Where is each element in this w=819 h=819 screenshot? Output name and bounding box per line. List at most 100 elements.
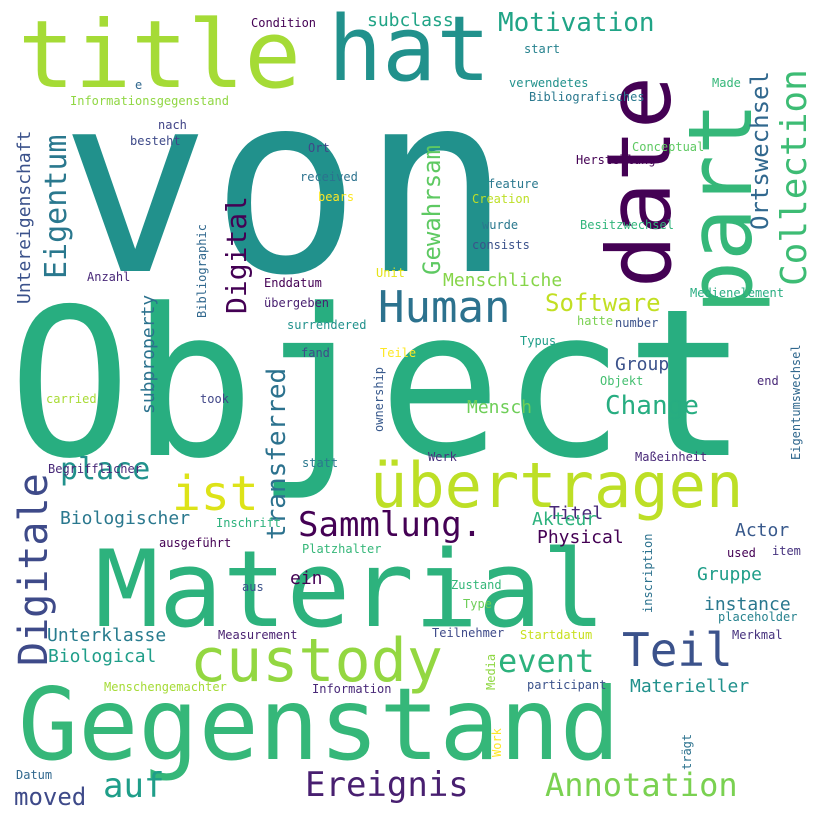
word: Annotation <box>545 766 738 804</box>
word: consists <box>472 238 530 252</box>
word: Anzahl <box>87 270 131 284</box>
word: title <box>18 1 301 110</box>
word: placeholder <box>718 610 798 624</box>
word: Measurement <box>218 628 298 642</box>
word: Mensch <box>467 397 533 418</box>
word: Condition <box>251 16 317 30</box>
word: instance <box>704 594 791 615</box>
word: Typus <box>520 334 557 348</box>
word: Information <box>312 682 392 696</box>
word: item <box>772 544 801 558</box>
word: Actor <box>735 520 790 541</box>
word: besteht <box>130 134 181 148</box>
word: e <box>135 78 143 92</box>
word: Eigentumswechsel <box>789 344 803 460</box>
word: Change <box>605 391 699 421</box>
word: used <box>727 546 756 560</box>
word: received <box>300 170 358 184</box>
word: verwendetes <box>509 76 589 90</box>
word: Gruppe <box>697 564 763 585</box>
word: custody <box>190 626 443 696</box>
word: Gewahrsam <box>418 144 446 275</box>
word: bears <box>318 190 355 204</box>
word: Ort <box>308 141 330 155</box>
word: transferred <box>262 367 292 540</box>
word: Herstellung <box>576 153 656 167</box>
word: Enddatum <box>264 276 322 290</box>
word: Maßeinheit <box>635 450 708 464</box>
word: Informationsgegenstand <box>70 94 229 108</box>
word: Media <box>484 653 498 690</box>
word: auf <box>103 766 165 806</box>
word: fand <box>301 346 330 360</box>
word: Datum <box>16 768 53 782</box>
word: statt <box>302 456 339 470</box>
word: Material <box>95 528 606 651</box>
word: Object <box>8 266 749 504</box>
word: übergeben <box>264 296 330 310</box>
word: hat <box>328 0 491 102</box>
word: Medienelement <box>690 286 784 300</box>
word: hatte <box>577 314 614 328</box>
word: ein <box>290 568 323 589</box>
word: Unit <box>376 266 405 280</box>
word: surrendered <box>287 318 367 332</box>
word: event <box>498 642 595 680</box>
word: Biological <box>48 646 157 667</box>
word: Untereigenschaft <box>14 130 35 304</box>
word: Bibliografisches <box>529 90 645 104</box>
word: Werk <box>428 450 457 464</box>
word: Gegenstand <box>18 666 621 783</box>
word: nach <box>158 118 187 132</box>
word: Platzhalter <box>302 542 382 556</box>
word: trägt <box>680 733 694 770</box>
word: Besitzwechsel <box>580 218 674 232</box>
word: Work <box>490 728 504 757</box>
word: Biologischer <box>60 508 191 529</box>
word: Creation <box>472 192 530 206</box>
word: aus <box>242 580 264 594</box>
word: Made <box>712 76 741 90</box>
word: ist <box>172 466 259 522</box>
word: Conceptual <box>632 140 705 154</box>
word: Type <box>463 597 492 611</box>
word: Motivation <box>498 8 655 38</box>
word: number <box>615 316 659 330</box>
word: Ereignis <box>305 765 469 805</box>
word: übertragen <box>370 449 744 522</box>
word: feature <box>488 177 539 191</box>
word: Digital <box>220 195 253 314</box>
word: Startdatum <box>520 628 593 642</box>
word: Akteur <box>532 509 598 530</box>
word: Materieller <box>630 676 750 697</box>
word: Begrifflicher <box>48 462 142 476</box>
word: ownership <box>372 366 386 432</box>
word: moved <box>14 783 87 811</box>
word: end <box>757 374 779 388</box>
word: Group <box>615 354 670 375</box>
word: Teilnehmer <box>432 626 505 640</box>
word: wurde <box>482 218 519 232</box>
word: Menschengemachter <box>104 680 227 694</box>
word: took <box>200 392 229 406</box>
word: Menschliche <box>443 270 563 291</box>
word: Objekt <box>600 374 644 388</box>
word: von <box>60 39 512 330</box>
word: ausgeführt <box>159 536 232 550</box>
word: Teile <box>380 346 417 360</box>
word: inscription <box>641 533 655 613</box>
word: place <box>60 452 151 487</box>
word: subclass <box>367 10 454 31</box>
word: Teil <box>622 623 733 677</box>
word: Merkmal <box>732 628 783 642</box>
word: Software <box>545 289 661 317</box>
word: Physical <box>537 527 624 548</box>
word: Collection <box>774 69 815 286</box>
word: Ortswechsel <box>746 71 774 230</box>
word: carried <box>46 392 97 406</box>
word: participant <box>527 678 607 692</box>
word: Sammlung. <box>298 505 483 545</box>
word: Bibliographic <box>195 224 209 318</box>
word: Unterklasse <box>47 625 167 646</box>
